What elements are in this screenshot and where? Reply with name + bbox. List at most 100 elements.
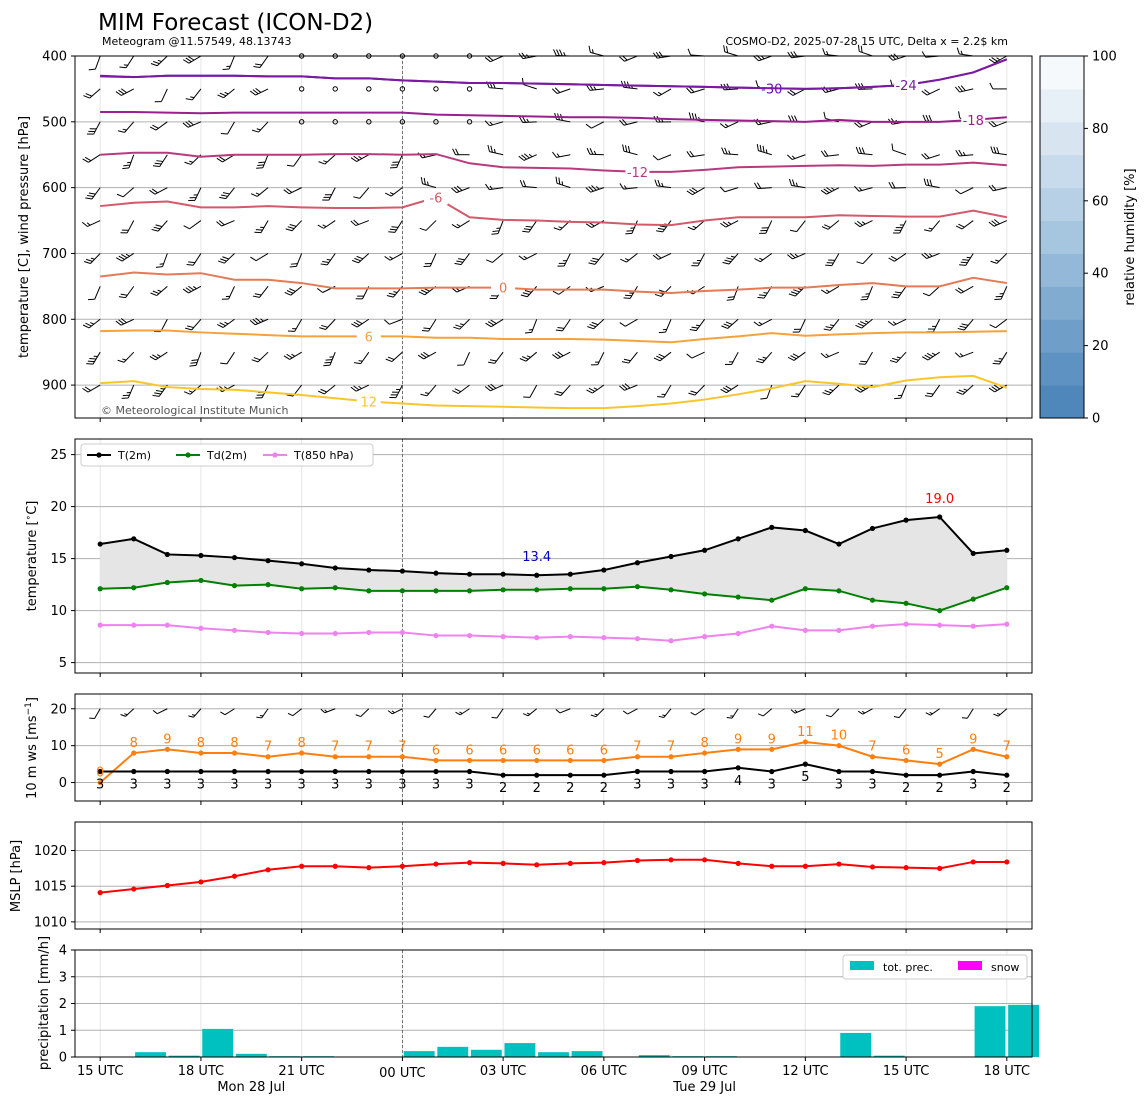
barb-flag	[188, 199, 196, 202]
barb-staff	[428, 708, 437, 718]
barb-flag	[955, 225, 963, 230]
wind-barb	[956, 47, 974, 57]
barb-flag	[860, 298, 868, 301]
barb-flag	[722, 387, 730, 392]
mslp-ylabel: MSLP [hPa]	[9, 840, 24, 912]
t2m-series-point	[131, 536, 137, 542]
gust-label: 10	[831, 729, 848, 744]
mslp-point	[433, 861, 439, 867]
t850-series-point	[299, 630, 305, 637]
day-label: Tue 29 Jul	[672, 1080, 736, 1095]
barb-flag	[388, 292, 396, 296]
t850-series-point	[735, 630, 741, 637]
barb-flag	[757, 296, 765, 299]
t2m-series-point	[231, 554, 238, 561]
wind-barb	[957, 318, 974, 331]
barb-flag	[115, 257, 123, 262]
barb-half	[526, 118, 530, 123]
wind-barb	[723, 45, 739, 57]
barb-staff	[692, 187, 705, 196]
contour-label: -12	[627, 166, 648, 181]
wind-barb	[553, 220, 571, 231]
wind-barb	[466, 86, 473, 92]
wind-barb	[522, 220, 538, 233]
wind-barb	[854, 185, 873, 192]
contour-label-bg	[356, 328, 381, 344]
y-tick-label: 700	[42, 247, 67, 262]
barb-staff	[861, 318, 873, 329]
wind-barb	[353, 187, 370, 199]
wind-barb	[298, 53, 305, 59]
wind-barb	[955, 149, 974, 157]
gust-point	[634, 754, 641, 760]
barb-flag	[387, 710, 393, 715]
wind-barb	[150, 55, 168, 67]
barb-flag	[960, 85, 966, 92]
barb-flag	[118, 319, 125, 325]
barb-flag	[658, 715, 665, 718]
mean-wind-label: 2	[1003, 781, 1011, 796]
barb-staff	[866, 286, 873, 300]
barb-flag	[656, 355, 663, 360]
barb-staff	[294, 319, 303, 332]
barb-staff	[391, 351, 403, 362]
barb-staff	[157, 708, 168, 715]
barb-half	[594, 713, 598, 716]
barb-flag	[558, 262, 566, 264]
barb-flag	[117, 359, 125, 363]
barb-staff	[159, 154, 168, 167]
barb-half	[190, 96, 195, 99]
mslp-point	[668, 857, 674, 863]
barb-staff	[221, 220, 235, 227]
barb-flag	[891, 181, 896, 189]
barb-flag	[691, 326, 699, 329]
legend-t850: T(850 hPa)	[293, 449, 354, 462]
barb-staff	[928, 285, 940, 297]
wind-barb	[188, 708, 202, 718]
wind-barb	[822, 384, 840, 396]
mean-wind-label: 2	[499, 781, 507, 796]
barb-flag	[823, 150, 829, 157]
barb-flag	[652, 254, 659, 260]
barb-staff	[428, 319, 437, 332]
wind-barb	[389, 154, 403, 169]
wind-barb	[622, 708, 638, 715]
barb-staff	[222, 318, 235, 328]
wind-barb	[287, 708, 302, 717]
barb-half	[795, 182, 798, 187]
y-tick-label: 900	[42, 379, 67, 394]
t850-series-point	[1004, 621, 1010, 627]
barb-flag	[521, 356, 529, 360]
mslp-point	[937, 865, 943, 871]
colorbar-tick-label: 0	[1092, 412, 1100, 427]
barb-staff	[222, 154, 235, 163]
barb-flag	[994, 360, 1002, 363]
t2m-series-point	[634, 560, 641, 566]
wind-barb	[518, 253, 537, 261]
barb-flag	[954, 86, 960, 93]
wind-barb	[519, 351, 538, 362]
wind-barb	[355, 708, 370, 718]
barb-flag	[793, 289, 800, 293]
barb-staff	[490, 318, 504, 328]
barb-flag	[826, 187, 833, 192]
barb-staff	[926, 154, 940, 160]
wind-barb	[854, 220, 873, 228]
barb-staff	[288, 187, 302, 195]
y-tick-label: 3	[59, 970, 67, 985]
wind-barb	[555, 176, 571, 189]
contour-label: -24	[895, 79, 916, 94]
barb-flag	[188, 261, 195, 264]
barb-half	[724, 123, 729, 127]
upper-air-ylabel: temperature [C], wind pressure [hPa]	[17, 116, 32, 358]
calm-circle	[298, 53, 305, 59]
barb-flag	[485, 322, 492, 328]
barb-flag	[420, 353, 427, 358]
calm-circle	[366, 86, 372, 92]
barb-flag	[391, 164, 398, 166]
mean-wind-label: 3	[298, 777, 306, 792]
barb-flag	[622, 119, 628, 125]
mslp-point	[265, 867, 271, 873]
calm-circle	[332, 119, 338, 125]
contour-label: 6	[365, 330, 373, 345]
